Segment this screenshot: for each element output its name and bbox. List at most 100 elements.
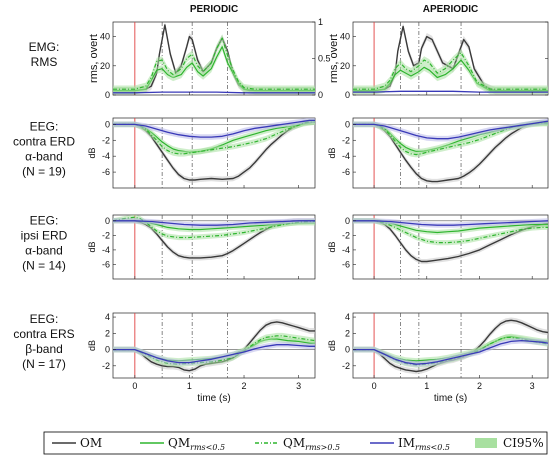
- row-label-line: α-band: [25, 244, 63, 258]
- series-line-IM_low: [113, 344, 315, 364]
- y-tick-label: -2: [102, 230, 110, 240]
- series-line-IM_low: [113, 91, 315, 94]
- legend-label-main: QM: [168, 436, 190, 450]
- series-line-IM_low: [353, 339, 548, 365]
- x-tick-label: 3: [530, 381, 535, 391]
- legend-item-CI95: CI95%: [475, 436, 544, 450]
- row-label-line: (N = 19): [22, 165, 66, 179]
- legend-label: CI95%: [503, 436, 544, 450]
- legend-item-IM_low: IMrms<0.5: [370, 436, 450, 452]
- panel-3: 0 -2 -4 -6 dB: [87, 117, 316, 189]
- y-tick-label: 40: [100, 32, 110, 42]
- legend-label-main: CI95%: [503, 436, 544, 450]
- y-tick-label: -2: [342, 361, 350, 371]
- ci-band-QM_high: [113, 119, 315, 157]
- y2-tick-label: 0.5: [318, 54, 331, 64]
- x-axis-label: time (s): [434, 393, 467, 404]
- series-group: [113, 118, 315, 183]
- y-axis-label: dB: [327, 147, 337, 158]
- row-label-line: α-band: [25, 150, 63, 164]
- y-tick-label: -6: [342, 167, 350, 177]
- series-group: [113, 319, 315, 374]
- ci-band-QM_high: [113, 34, 315, 93]
- y-tick-label: 20: [340, 61, 350, 71]
- y-tick-label: 0: [105, 345, 110, 355]
- panel-5: 0 -2 -4 -6 dB: [87, 214, 316, 280]
- y-tick-label: -2: [102, 135, 110, 145]
- y2-tick-label: 0: [318, 90, 323, 100]
- series-line-IM_low: [113, 220, 315, 226]
- x-tick-label: 1: [187, 381, 192, 391]
- y-tick-label: -2: [342, 135, 350, 145]
- y-tick-label: -4: [102, 245, 110, 255]
- series-line-QM_high: [113, 216, 315, 239]
- row-label-line: contra ERS: [13, 327, 74, 341]
- legend-label: QMrms<0.5: [168, 436, 225, 452]
- row-label-line: EMG:: [29, 40, 60, 54]
- y2-tick-label: 1: [318, 17, 323, 27]
- panel-8: 4 2 0 -2 dB 0 1 2 3: [327, 312, 549, 391]
- y-axis-label: dB: [87, 340, 97, 351]
- series-line-IM_low: [353, 120, 548, 140]
- y-tick-label: -4: [102, 151, 110, 161]
- y-axis-label: rms, overt: [88, 34, 100, 83]
- row-label-line: contra ERD: [13, 135, 75, 149]
- row-label-line: EEG:: [30, 214, 59, 228]
- ci-band-QM_low: [113, 218, 315, 233]
- series-group: [353, 218, 548, 265]
- row-label-line: (N = 17): [22, 357, 66, 371]
- row-label-line: EEG:: [30, 312, 59, 326]
- row-label-line: ipsi ERD: [21, 229, 68, 243]
- series-group: [353, 118, 548, 185]
- legend-swatch: [475, 438, 497, 448]
- legend-label-sub: rms<0.5: [415, 443, 450, 452]
- y-tick-label: 0: [345, 119, 350, 129]
- legend-label-main: IM: [398, 436, 415, 450]
- x-tick-label: 1: [424, 381, 429, 391]
- y-tick-label: -2: [342, 230, 350, 240]
- legend-label-main: QM: [283, 436, 305, 450]
- row-label-line: β-band: [25, 342, 63, 356]
- panel-title: APERIODIC: [423, 4, 479, 15]
- series-line-QM_high: [353, 122, 548, 156]
- y-tick-label: -4: [342, 151, 350, 161]
- series-line-IM_low: [353, 90, 548, 93]
- y-axis-label: dB: [327, 340, 337, 351]
- ci-band-IM_low: [113, 218, 315, 228]
- legend-item-QM_low: QMrms<0.5: [140, 436, 225, 452]
- ci-band-IM_low: [113, 118, 315, 140]
- legend-label: QMrms>0.5: [283, 436, 340, 452]
- x-tick-label: 0: [132, 381, 137, 391]
- y-tick-label: -6: [102, 259, 110, 269]
- row-label-line: RMS: [31, 55, 58, 69]
- panel-7: 4 2 0 -2 dB 0 1 2 3: [87, 312, 316, 391]
- row-label: EEG: ipsi ERD α-band (N = 14): [21, 214, 68, 273]
- series-group: [113, 215, 315, 261]
- y-tick-label: 20: [100, 61, 110, 71]
- y-tick-label: -4: [342, 245, 350, 255]
- ci-band-QM_high: [353, 49, 548, 93]
- legend-label: IMrms<0.5: [398, 436, 450, 452]
- row-label: EEG: contra ERD α-band (N = 19): [13, 120, 75, 179]
- y-tick-label: 2: [105, 328, 110, 338]
- panel-6: 0 -2 -4 -6 dB: [327, 214, 549, 280]
- x-axis-label: time (s): [197, 393, 230, 404]
- y-tick-label: -6: [342, 259, 350, 269]
- row-label: EEG: contra ERS β-band (N = 17): [13, 312, 74, 371]
- legend-label-sub: rms<0.5: [190, 443, 225, 452]
- series-line-IM_low: [353, 220, 548, 226]
- legend-label-sub: rms>0.5: [305, 443, 340, 452]
- y-tick-label: 0: [105, 90, 110, 100]
- legend-label-main: OM: [80, 436, 102, 450]
- x-tick-label: 0: [372, 381, 377, 391]
- y-axis-label: dB: [87, 241, 97, 252]
- y-tick-label: 4: [105, 312, 110, 322]
- y-tick-label: 0: [105, 119, 110, 129]
- x-tick-label: 2: [477, 381, 482, 391]
- panel-title: PERIODIC: [190, 4, 238, 15]
- series-line-OM: [353, 122, 548, 183]
